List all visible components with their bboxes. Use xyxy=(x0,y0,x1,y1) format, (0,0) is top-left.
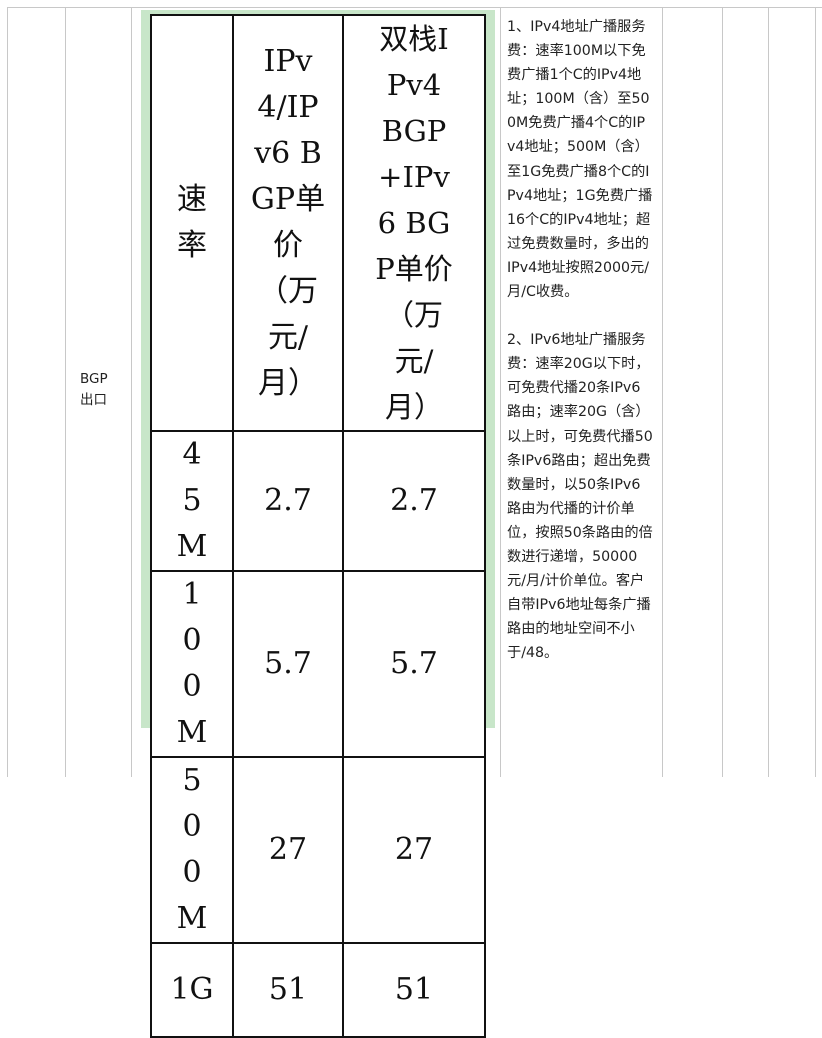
price-cell: 2.7 xyxy=(232,430,344,572)
col-divider xyxy=(662,7,663,777)
col-divider xyxy=(7,7,8,777)
price-cell: 27 xyxy=(232,756,344,944)
price-cell: 27 xyxy=(342,756,486,944)
row-label-line: 出口 xyxy=(80,392,107,408)
price-table-header-row: 速率 IPv4/IPv6 BGP单价（万元/月） 双栈IPv4 BGP+IPv6… xyxy=(150,14,486,432)
table-row: 1G 51 51 xyxy=(150,942,486,1038)
table-row: 45M 2.7 2.7 xyxy=(150,430,486,572)
ipv6-broadcast-note: 2、IPv6地址广播服务费：速率20G以下时，可免费代播20条IPv6路由；速率… xyxy=(507,332,653,662)
price-cell: 5.7 xyxy=(232,570,344,758)
col-divider xyxy=(815,7,816,777)
header-rate: 速率 xyxy=(150,14,234,432)
col-divider xyxy=(500,7,501,777)
col-divider xyxy=(722,7,723,777)
top-border xyxy=(7,7,822,8)
table-row: 500M 27 27 xyxy=(150,756,486,944)
rate-cell: 500M xyxy=(150,756,234,944)
ipv4-broadcast-note: 1、IPv4地址广播服务费：速率100M以下免费广播1个C的IPv4地址；100… xyxy=(507,19,653,301)
rate-cell: 1G xyxy=(150,942,234,1038)
rate-cell: 100M xyxy=(150,570,234,758)
col-divider xyxy=(65,7,66,777)
billing-notes: 1、IPv4地址广播服务费：速率100M以下免费广播1个C的IPv4地址；100… xyxy=(507,15,653,665)
rate-cell: 45M xyxy=(150,430,234,572)
col-divider xyxy=(131,7,132,777)
table-row: 100M 5.7 5.7 xyxy=(150,570,486,758)
note-spacer xyxy=(507,304,653,328)
row-label-line: BGP xyxy=(80,371,108,387)
price-cell: 2.7 xyxy=(342,430,486,572)
table-grid xyxy=(7,7,822,777)
price-table: 速率 IPv4/IPv6 BGP单价（万元/月） 双栈IPv4 BGP+IPv6… xyxy=(150,14,486,1038)
price-cell: 5.7 xyxy=(342,570,486,758)
price-cell: 51 xyxy=(342,942,486,1038)
header-dual-stack-price: 双栈IPv4 BGP+IPv6 BGP单价（万元/月） xyxy=(342,14,486,432)
row-label-bgp-exit: BGP 出口 xyxy=(80,369,108,411)
price-cell: 51 xyxy=(232,942,344,1038)
header-single-stack-price: IPv4/IPv6 BGP单价（万元/月） xyxy=(232,14,344,432)
col-divider xyxy=(768,7,769,777)
